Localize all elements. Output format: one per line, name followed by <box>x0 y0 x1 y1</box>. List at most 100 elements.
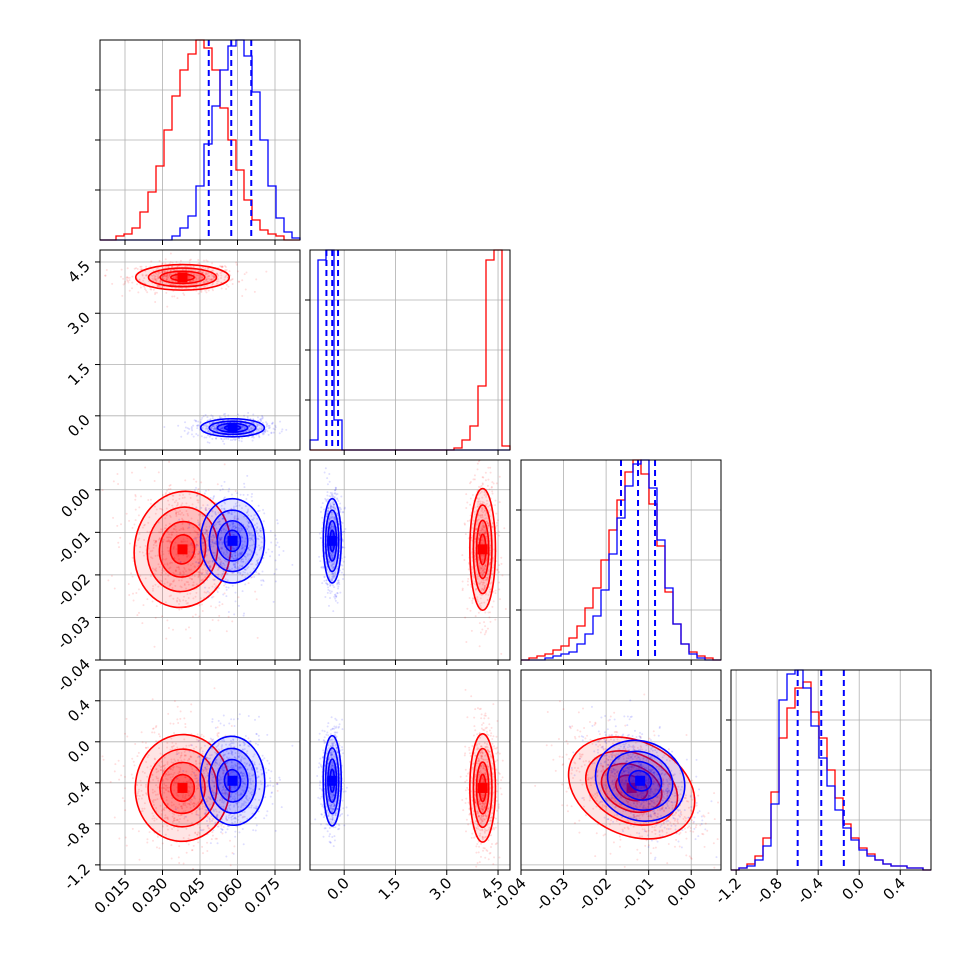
sample-point <box>341 564 344 567</box>
sample-point <box>223 509 226 512</box>
sample-point <box>216 530 219 533</box>
sample-point <box>332 503 335 506</box>
sample-point <box>218 601 221 604</box>
sample-point <box>193 802 196 805</box>
sample-point <box>325 500 328 503</box>
sample-point <box>263 432 266 435</box>
sample-point <box>491 566 494 569</box>
sample-point <box>161 540 164 543</box>
sample-point <box>195 277 198 280</box>
sample-point <box>491 605 494 608</box>
sample-point <box>222 428 225 431</box>
sample-point <box>230 724 233 727</box>
sample-point <box>481 588 484 591</box>
sample-point <box>480 542 483 545</box>
sample-point <box>213 426 216 429</box>
sample-point <box>121 294 124 297</box>
sample-point <box>202 735 205 738</box>
sample-point <box>240 507 243 510</box>
sample-point <box>221 427 224 430</box>
sample-point <box>471 522 474 525</box>
sample-point <box>154 554 157 557</box>
sample-point <box>326 591 329 594</box>
sample-point <box>204 538 207 541</box>
sample-point <box>206 590 209 593</box>
sample-point <box>169 541 172 544</box>
sample-point <box>210 427 213 430</box>
sample-point <box>174 584 177 587</box>
sample-point <box>204 506 207 509</box>
sample-point <box>208 525 211 528</box>
sample-point <box>216 726 219 729</box>
sample-point <box>240 440 243 443</box>
sample-point <box>478 565 481 568</box>
sample-point <box>166 274 169 277</box>
sample-point <box>147 498 150 501</box>
sample-point <box>205 528 208 531</box>
sample-point <box>212 277 215 280</box>
sample-point <box>173 283 176 286</box>
sample-point <box>221 425 224 428</box>
sample-point <box>175 530 178 533</box>
sample-point <box>122 277 125 280</box>
sample-point <box>158 271 161 274</box>
sample-point <box>199 420 202 423</box>
sample-point <box>330 565 333 568</box>
sample-point <box>261 415 264 418</box>
sample-point <box>487 568 490 571</box>
sample-point <box>185 770 188 773</box>
sample-point <box>210 278 213 281</box>
sample-point <box>341 521 344 524</box>
sample-point <box>170 844 173 847</box>
sample-point <box>330 554 333 557</box>
sample-point <box>329 526 332 529</box>
sample-point <box>334 597 337 600</box>
sample-point <box>164 814 167 817</box>
sample-point <box>223 438 226 441</box>
sample-point <box>241 536 244 539</box>
sample-point <box>234 591 237 594</box>
sample-point <box>223 507 226 510</box>
sample-point <box>184 809 187 812</box>
sample-point <box>210 273 213 276</box>
sample-point <box>475 522 478 525</box>
sample-point <box>181 540 184 543</box>
sample-point <box>138 506 141 509</box>
sample-point <box>328 575 331 578</box>
sample-point <box>175 513 178 516</box>
sample-point <box>179 572 182 575</box>
sample-point <box>160 271 163 274</box>
sample-point <box>205 768 208 771</box>
sample-point <box>265 423 268 426</box>
sample-point <box>152 815 155 818</box>
sample-point <box>333 586 336 589</box>
sample-point <box>474 557 477 560</box>
sample-point <box>133 267 136 270</box>
sample-point <box>339 506 342 509</box>
sample-point <box>486 572 489 575</box>
sample-point <box>223 500 226 503</box>
sample-point <box>273 572 276 575</box>
sample-point <box>195 433 198 436</box>
sample-point <box>216 483 219 486</box>
sample-point <box>104 274 107 277</box>
sample-point <box>205 259 208 262</box>
sample-point <box>234 564 237 567</box>
sample-point <box>257 504 260 507</box>
sample-point <box>208 575 211 578</box>
sample-point <box>225 566 228 569</box>
sample-point <box>214 837 217 840</box>
sample-point <box>162 538 165 541</box>
sample-point <box>174 525 177 528</box>
sample-point <box>131 827 134 830</box>
sample-point <box>164 493 167 496</box>
sample-point <box>466 520 469 523</box>
sample-point <box>334 593 337 596</box>
sample-point <box>170 857 173 860</box>
sample-point <box>136 784 139 787</box>
sample-point <box>206 850 209 853</box>
sample-point <box>244 583 247 586</box>
sample-point <box>176 503 179 506</box>
sample-point <box>481 476 484 479</box>
sample-point <box>167 488 170 491</box>
